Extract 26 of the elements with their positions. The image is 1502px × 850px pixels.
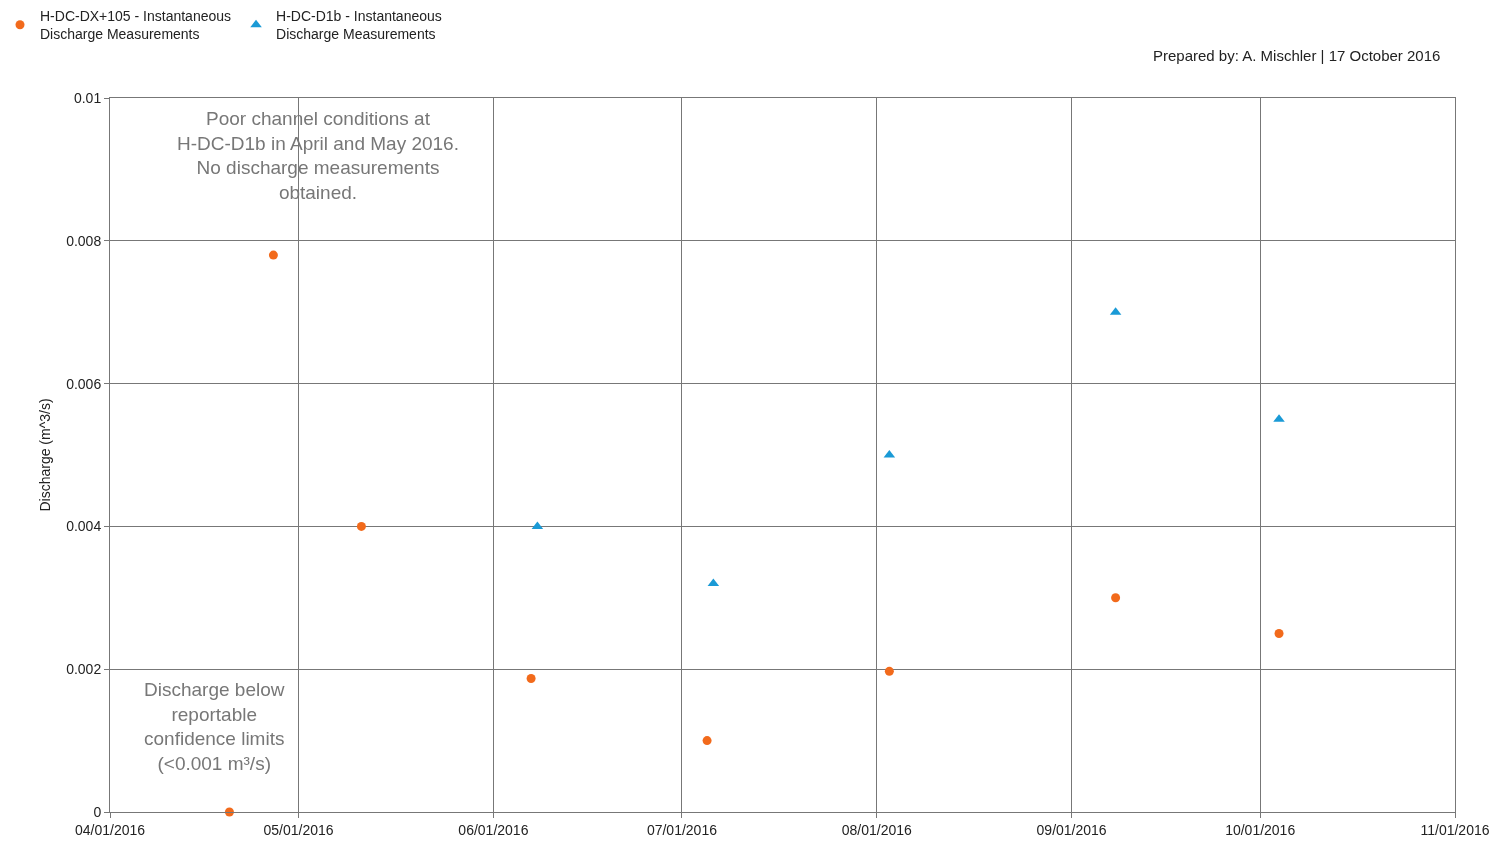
x-tick-label: 04/01/2016 [74, 821, 146, 838]
x-tick-label: 07/01/2016 [646, 821, 718, 838]
text: Prepared by: A. Mischler | 17 October 2016 [1153, 47, 1441, 64]
y-tick-label: 0.008 [66, 232, 102, 249]
legend-label: H-DC-DX+105 - Instantaneous Discharge Measurements [40, 8, 232, 43]
point [526, 673, 536, 683]
y-tick-label: 0.004 [66, 518, 102, 535]
x-tick-label: 10/01/2016 [1225, 821, 1296, 838]
annotation: Discharge below reportable confidence limits (<0.001 m³/s) [144, 679, 285, 775]
y-tick-label: 0.006 [66, 375, 102, 392]
point [1111, 593, 1121, 603]
x-tick-label: 11/01/2016 [1420, 821, 1490, 838]
point [1274, 629, 1284, 638]
y-axis-title: Discharge (m^3/s) [36, 398, 53, 512]
x-tick-label: 06/01/2016 [458, 821, 529, 838]
y-tick-label: 0.01 [73, 89, 102, 106]
y-tick-label: 0.002 [66, 661, 102, 678]
y-tick-label: 0 [93, 803, 102, 820]
point [702, 736, 712, 746]
point [884, 666, 894, 676]
x-tick-label: 09/01/2016 [1036, 821, 1107, 838]
x-tick-label: 08/01/2016 [841, 821, 913, 838]
point [356, 521, 366, 531]
legend-label: H-DC-D1b - Instantaneous Discharge Measurements [276, 8, 442, 43]
x-tick-label: 05/01/2016 [263, 821, 334, 838]
point [268, 250, 278, 260]
